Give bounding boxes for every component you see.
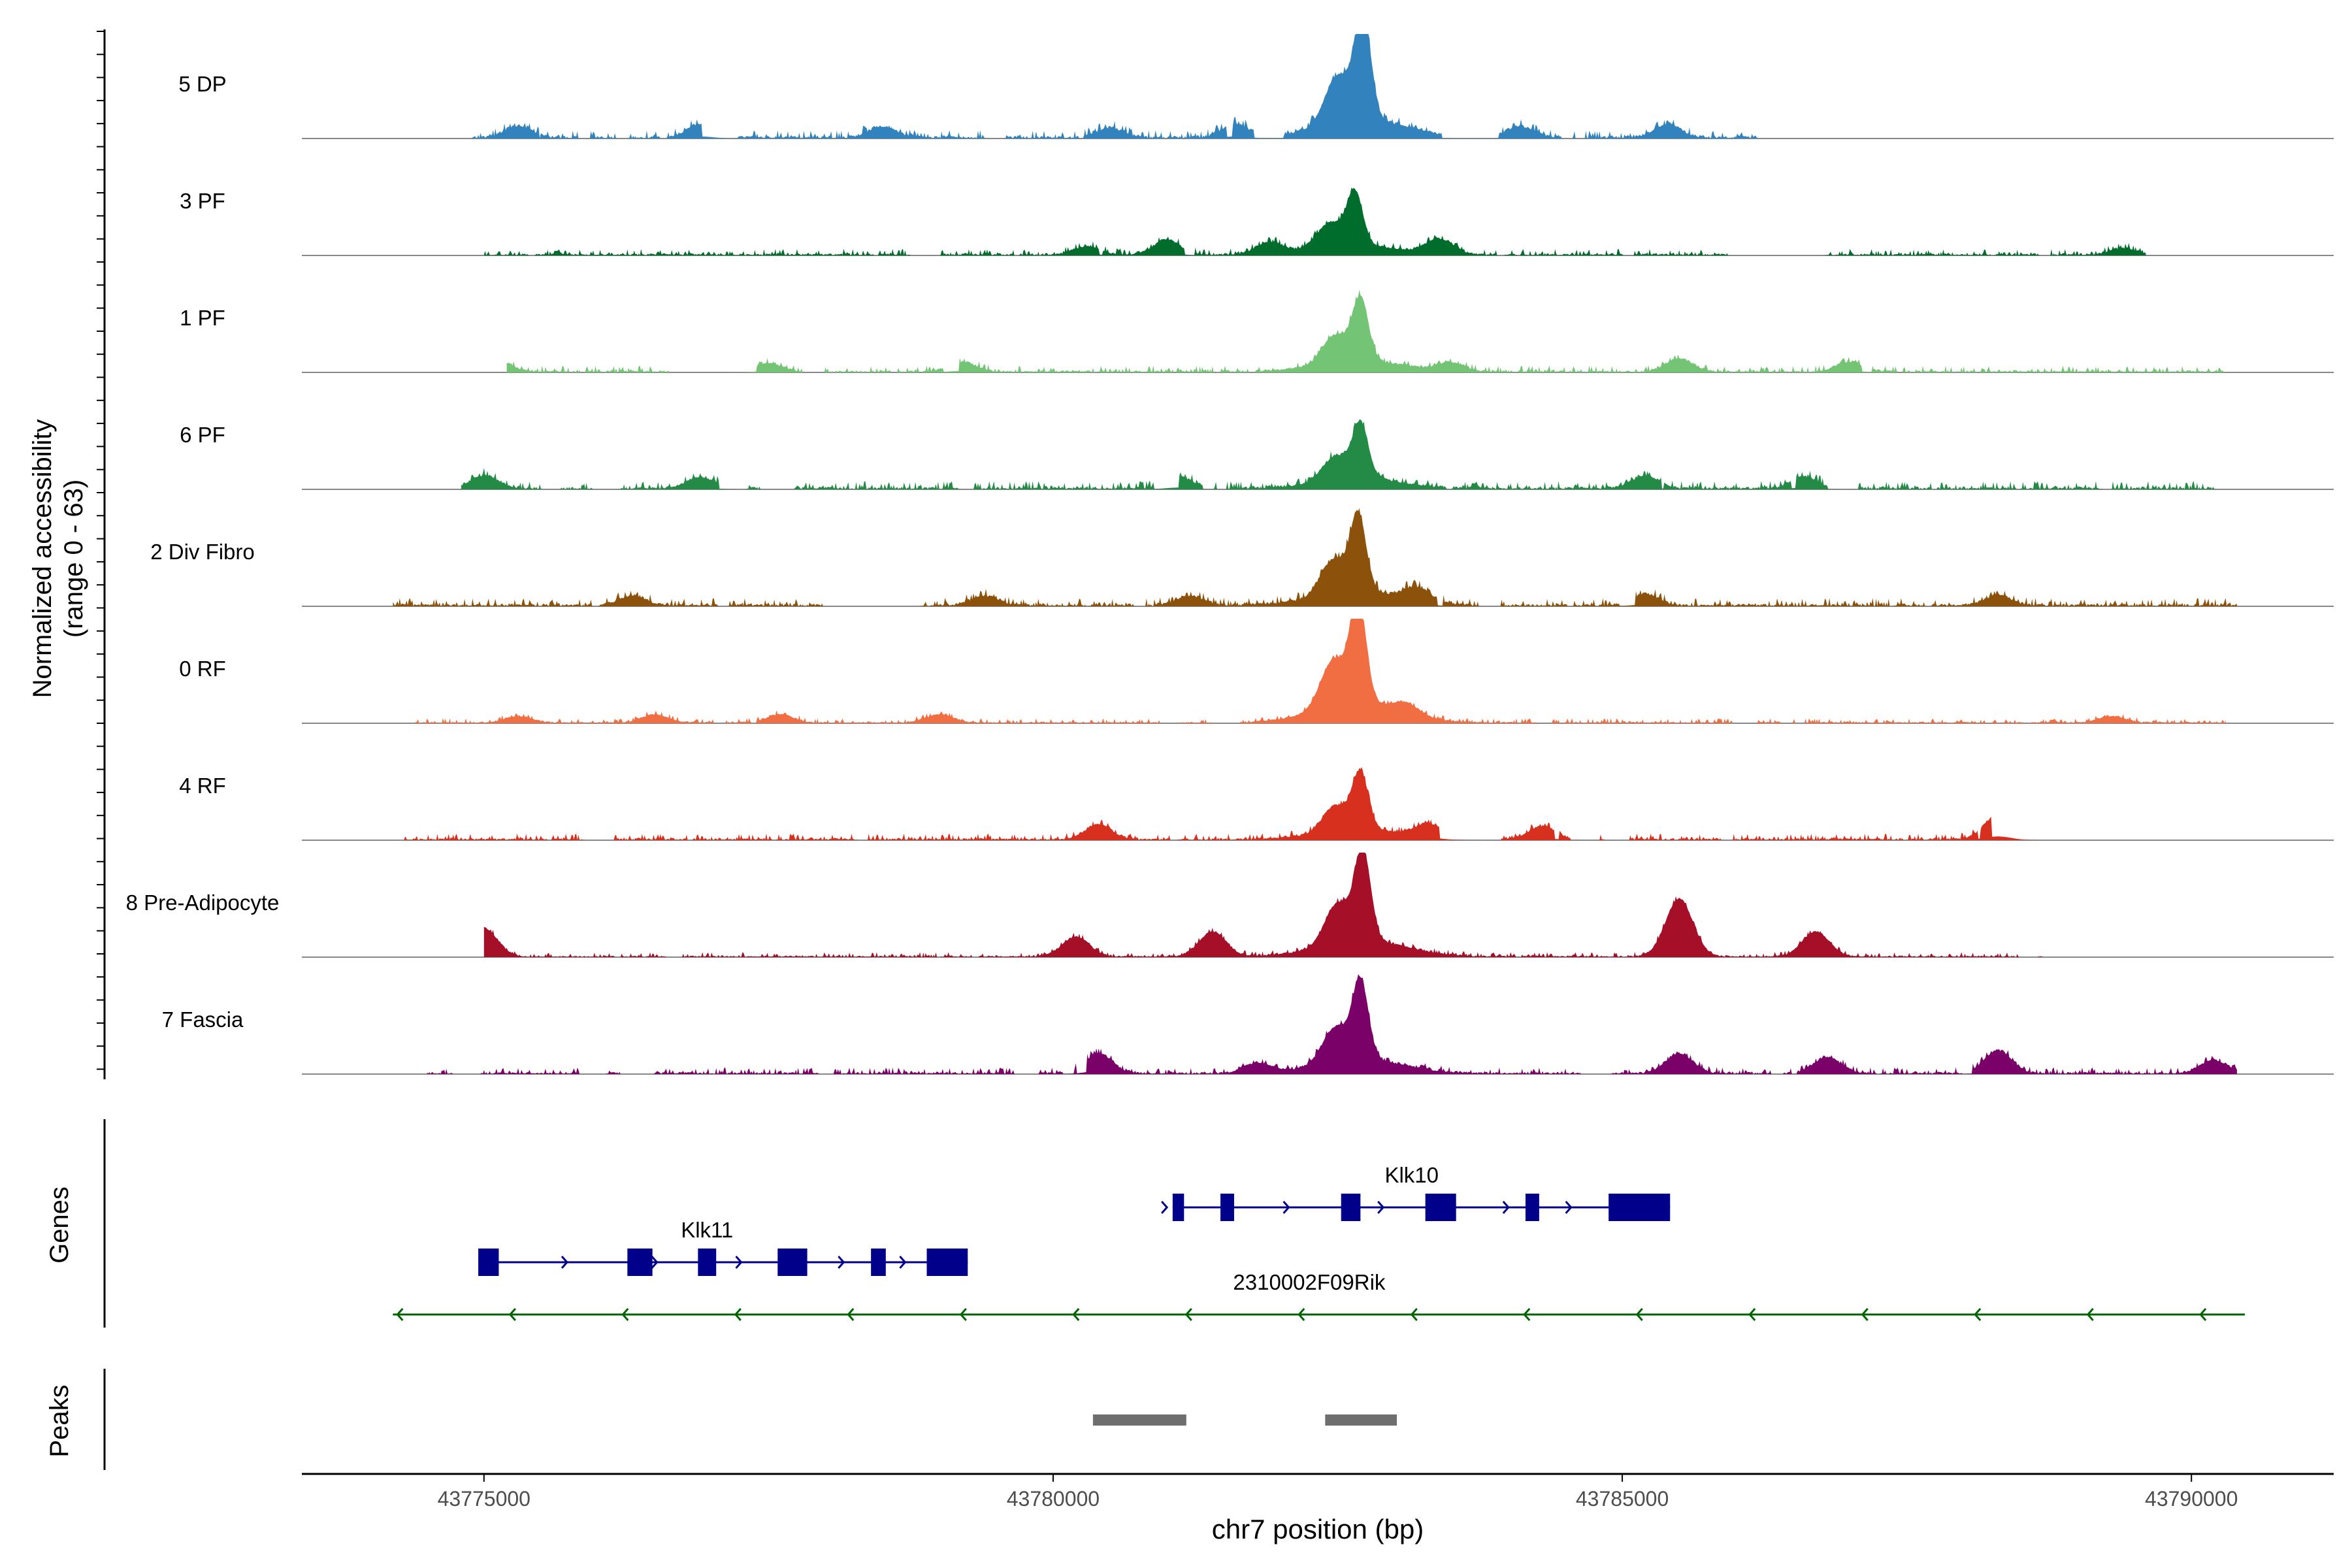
track-6-pf: 6 PF bbox=[180, 419, 2334, 490]
gene-strand-arrow bbox=[734, 1308, 742, 1321]
axes: 43775000 43780000 43785000 43790000 bbox=[97, 29, 2334, 1511]
gene-strand-arrow bbox=[1861, 1308, 1869, 1321]
track-8-pre-adipocyte: 8 Pre-Adipocyte bbox=[126, 853, 2334, 958]
track-0-rf: 0 RF bbox=[179, 619, 2334, 724]
gene-strand-arrow bbox=[838, 1256, 845, 1269]
track-1-pf: 1 PF bbox=[180, 289, 2334, 373]
gene-strand-arrow bbox=[1523, 1308, 1531, 1321]
y-axis-label: Normalized accessibility bbox=[28, 419, 57, 698]
gene-exon bbox=[1609, 1194, 1671, 1221]
coverage-area bbox=[483, 853, 2044, 957]
coverage-area bbox=[393, 508, 2237, 606]
track-label: 4 RF bbox=[179, 774, 226, 798]
gene-strand-arrow bbox=[561, 1256, 568, 1269]
gene-strand-arrow bbox=[899, 1256, 907, 1269]
gene-label: Klk10 bbox=[1384, 1163, 1439, 1187]
track-label: 5 DP bbox=[178, 72, 226, 96]
coverage-area bbox=[416, 619, 2226, 723]
track-label: 2 Div Fibro bbox=[150, 540, 255, 564]
gene-strand-arrow bbox=[1298, 1308, 1305, 1321]
gene-strand-arrow bbox=[651, 1256, 659, 1269]
gene-exon bbox=[627, 1249, 653, 1276]
peaks-panel-label: Peaks bbox=[45, 1384, 74, 1457]
gene-strand-arrow bbox=[1565, 1201, 1573, 1214]
gene-klk11: Klk11 bbox=[478, 1218, 968, 1276]
coverage-area bbox=[506, 289, 2226, 372]
gene-strand-arrow bbox=[1410, 1308, 1418, 1321]
gene-strand-arrow bbox=[1184, 1308, 1192, 1321]
gene-strand-arrow bbox=[508, 1308, 516, 1321]
accessibility-tracks: 5 DP 3 PF 1 PF 6 PF 2 Div Fibro 0 RF 4 RF 8 Pre… bbox=[126, 34, 2334, 1075]
genes-panel-label: Genes bbox=[45, 1186, 74, 1264]
gene-strand-arrow bbox=[735, 1256, 743, 1269]
gene-strand-arrow bbox=[1377, 1201, 1385, 1214]
track-5-dp: 5 DP bbox=[178, 34, 2334, 139]
track-label: 0 RF bbox=[179, 657, 226, 681]
gene-exon bbox=[1341, 1194, 1361, 1221]
y-axis-range-label: (range 0 - 63) bbox=[59, 480, 88, 638]
gene-strand-arrow bbox=[1161, 1201, 1169, 1214]
track-label: 1 PF bbox=[180, 306, 225, 330]
gene-klk10: Klk10 bbox=[1161, 1163, 1671, 1221]
gene-strand-arrow bbox=[1282, 1201, 1290, 1214]
gene-exon bbox=[1425, 1194, 1456, 1221]
peak-region bbox=[1325, 1414, 1397, 1426]
gene-strand-arrow bbox=[959, 1308, 967, 1321]
gene-label: 2310002F09Rik bbox=[1233, 1270, 1385, 1294]
gene-exon bbox=[1525, 1194, 1539, 1221]
x-tick-label: 43790000 bbox=[2145, 1487, 2238, 1511]
x-axis-label: chr7 position (bp) bbox=[1212, 1514, 1424, 1544]
gene-exon bbox=[1172, 1194, 1184, 1221]
gene-strand-arrow bbox=[621, 1308, 629, 1321]
gene-exon bbox=[777, 1249, 808, 1276]
gene-strand-arrow bbox=[2199, 1308, 2207, 1321]
gene-strand-arrow bbox=[1502, 1201, 1510, 1214]
gene-2310002f09rik: 2310002F09Rik bbox=[393, 1270, 2246, 1321]
track-label: 8 Pre-Adipocyte bbox=[126, 890, 280, 915]
x-tick-label: 43785000 bbox=[1576, 1487, 1669, 1511]
gene-panel: Klk11 Klk10 2310002F09Rik bbox=[393, 1163, 2246, 1321]
track-2-div-fibro: 2 Div Fibro bbox=[150, 508, 2334, 607]
coverage-area bbox=[483, 188, 2146, 255]
gene-strand-arrow bbox=[1748, 1308, 1756, 1321]
gene-exon bbox=[926, 1249, 968, 1276]
gene-strand-arrow bbox=[396, 1308, 404, 1321]
x-tick-label: 43780000 bbox=[1007, 1487, 1100, 1511]
peak-panel bbox=[1092, 1414, 1397, 1426]
gene-strand-arrow bbox=[1635, 1308, 1643, 1321]
track-3-pf: 3 PF bbox=[180, 188, 2334, 256]
coverage-area bbox=[427, 974, 2237, 1074]
gene-strand-arrow bbox=[1072, 1308, 1080, 1321]
x-tick-label: 43775000 bbox=[438, 1487, 531, 1511]
coverage-area bbox=[404, 767, 2044, 840]
track-7-fascia: 7 Fascia bbox=[162, 974, 2334, 1075]
coverage-area bbox=[461, 419, 2215, 489]
gene-exon bbox=[698, 1249, 717, 1276]
gene-exon bbox=[1220, 1194, 1234, 1221]
gene-strand-arrow bbox=[2086, 1308, 2094, 1321]
peak-region bbox=[1092, 1414, 1186, 1426]
track-label: 7 Fascia bbox=[162, 1007, 244, 1032]
gene-strand-arrow bbox=[1974, 1308, 1982, 1321]
coverage-area bbox=[472, 34, 1759, 139]
gene-label: Klk11 bbox=[681, 1218, 733, 1242]
track-label: 6 PF bbox=[180, 423, 225, 447]
gene-exon bbox=[871, 1249, 886, 1276]
gene-exon bbox=[478, 1249, 499, 1276]
gene-strand-arrow bbox=[847, 1308, 855, 1321]
track-label: 3 PF bbox=[180, 189, 225, 213]
track-4-rf: 4 RF bbox=[179, 767, 2334, 841]
